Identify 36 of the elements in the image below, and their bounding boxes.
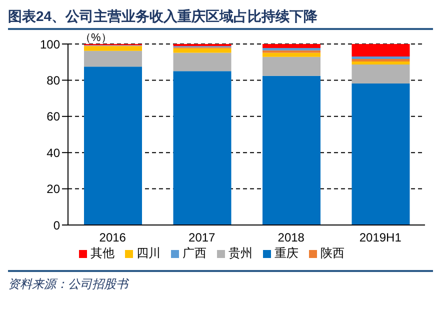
bar	[84, 46, 142, 51]
legend-label: 陕西	[320, 246, 344, 260]
y-tick-label: 20	[46, 182, 60, 196]
bar	[262, 44, 320, 48]
legend-label: 贵州	[228, 246, 252, 260]
bar	[173, 71, 232, 225]
chart-title: 图表24、公司主营业务收入重庆区域占比持续下降	[8, 8, 433, 30]
y-tick-label: 80	[46, 73, 60, 88]
y-tick-label: 40	[46, 146, 60, 160]
y-tick-label: 0	[53, 218, 60, 232]
x-tick-label: 2018	[278, 230, 305, 245]
x-tick-label: 2016	[99, 230, 126, 245]
y-tick-label: 60	[46, 110, 60, 124]
bar	[352, 59, 410, 62]
bar	[173, 52, 232, 72]
legend-label: 其他	[90, 246, 114, 260]
bar	[84, 66, 142, 225]
y-tick-label: 100	[40, 37, 60, 52]
text: 资料来源：公司招股书	[8, 276, 130, 293]
bar	[352, 62, 410, 64]
legend-label: 广西	[182, 246, 206, 260]
x-tick-label: 2019H1	[359, 230, 402, 245]
bar	[262, 56, 320, 76]
bar	[352, 44, 410, 56]
bar	[352, 83, 410, 225]
bar	[173, 48, 232, 53]
bar	[352, 56, 410, 60]
bar	[262, 76, 320, 225]
bar	[262, 52, 320, 57]
legend-label: 四川	[136, 246, 160, 260]
bar	[262, 48, 320, 50]
bar	[84, 50, 142, 67]
x-tick-label: 2017	[188, 230, 216, 245]
legend-label: 重庆	[274, 246, 298, 260]
bar	[352, 64, 410, 84]
y-axis-title: （%）	[80, 31, 112, 45]
